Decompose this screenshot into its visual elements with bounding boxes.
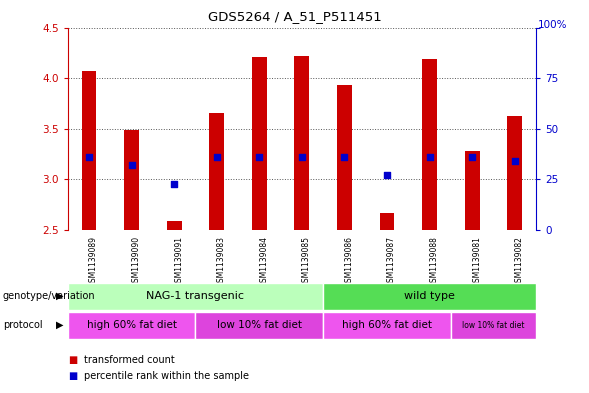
Bar <box>379 213 395 230</box>
Text: high 60% fat diet: high 60% fat diet <box>87 320 177 331</box>
Point <box>382 172 392 178</box>
Text: ▶: ▶ <box>56 291 64 301</box>
Bar <box>323 283 536 310</box>
Bar <box>465 151 479 230</box>
Text: GSM1139086: GSM1139086 <box>345 236 353 287</box>
Text: GSM1139085: GSM1139085 <box>302 236 311 287</box>
Point <box>425 154 434 160</box>
Bar <box>451 312 536 339</box>
Bar <box>81 71 97 230</box>
Bar <box>209 112 224 230</box>
Text: GSM1139081: GSM1139081 <box>472 236 481 286</box>
Bar <box>68 283 323 310</box>
Text: 100%: 100% <box>538 20 567 30</box>
Bar <box>167 221 181 230</box>
Text: genotype/variation: genotype/variation <box>3 291 95 301</box>
Point <box>212 154 221 160</box>
Point <box>510 158 519 164</box>
Text: GSM1139083: GSM1139083 <box>217 236 226 287</box>
Text: high 60% fat diet: high 60% fat diet <box>342 320 432 331</box>
Bar <box>124 130 139 230</box>
Text: GSM1139090: GSM1139090 <box>131 236 141 287</box>
Text: protocol: protocol <box>3 320 42 330</box>
Text: low 10% fat diet: low 10% fat diet <box>217 320 302 331</box>
Bar <box>507 116 522 230</box>
Point <box>170 181 179 187</box>
Text: GDS5264 / A_51_P511451: GDS5264 / A_51_P511451 <box>208 10 381 23</box>
Point <box>468 154 477 160</box>
Text: NAG-1 transgenic: NAG-1 transgenic <box>147 291 244 301</box>
Bar <box>252 57 267 230</box>
Point <box>254 154 264 160</box>
Text: GSM1139088: GSM1139088 <box>429 236 439 286</box>
Point <box>297 154 307 160</box>
Bar <box>196 312 323 339</box>
Bar <box>422 59 437 230</box>
Text: GSM1139087: GSM1139087 <box>387 236 396 287</box>
Text: percentile rank within the sample: percentile rank within the sample <box>84 371 249 381</box>
Text: GSM1139089: GSM1139089 <box>89 236 98 287</box>
Text: ■: ■ <box>68 371 77 381</box>
Bar <box>294 56 309 230</box>
Point <box>84 154 94 160</box>
Bar <box>68 312 196 339</box>
Bar <box>323 312 451 339</box>
Bar <box>337 85 352 230</box>
Text: transformed count: transformed count <box>84 355 175 365</box>
Point <box>127 162 136 168</box>
Text: low 10% fat diet: low 10% fat diet <box>462 321 525 330</box>
Text: wild type: wild type <box>404 291 455 301</box>
Text: GSM1139091: GSM1139091 <box>174 236 183 287</box>
Text: GSM1139082: GSM1139082 <box>515 236 524 286</box>
Text: ■: ■ <box>68 355 77 365</box>
Text: GSM1139084: GSM1139084 <box>259 236 269 287</box>
Point <box>340 154 349 160</box>
Text: ▶: ▶ <box>56 320 64 330</box>
